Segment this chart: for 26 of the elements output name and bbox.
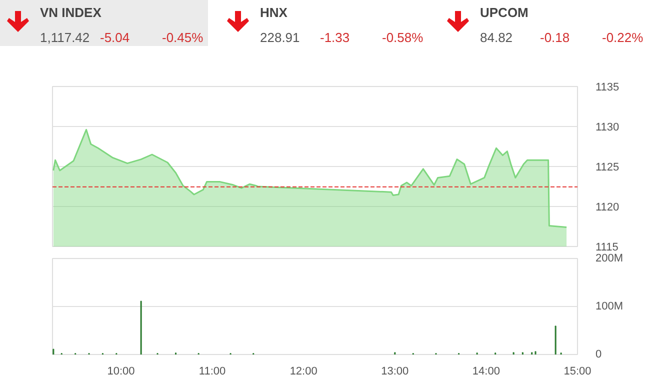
text: -0.18	[540, 28, 571, 47]
y-tick-label: 200M	[596, 252, 624, 264]
text: -1.33	[320, 28, 351, 47]
text: -0.45%	[162, 28, 204, 47]
y-tick-label: 1115	[596, 242, 618, 254]
text: 1,117.42	[40, 28, 91, 47]
text: HNX	[260, 4, 288, 22]
text: -5.04	[100, 28, 131, 47]
y-tick-label: 100M	[596, 300, 624, 312]
x-tick-label: 15:00	[564, 366, 592, 378]
text: 228.91	[260, 28, 301, 47]
y-tick-label: 0	[596, 348, 602, 360]
x-tick-label: 14:00	[472, 366, 500, 378]
text: 84.82	[480, 28, 514, 47]
x-tick-label: 11:00	[198, 366, 226, 378]
x-tick-label: 13:00	[381, 366, 409, 378]
text: -0.22%	[602, 28, 644, 47]
y-tick-label: 1130	[596, 122, 620, 134]
x-tick-label: 12:00	[290, 366, 318, 378]
y-tick-label: 1120	[596, 202, 620, 214]
text: -0.58%	[382, 28, 424, 47]
y-tick-label: 1125	[596, 162, 620, 174]
y-tick-label: 1135	[596, 82, 620, 94]
text: VN INDEX	[40, 4, 102, 22]
text: UPCOM	[480, 4, 530, 22]
x-tick-label: 10:00	[107, 366, 135, 378]
